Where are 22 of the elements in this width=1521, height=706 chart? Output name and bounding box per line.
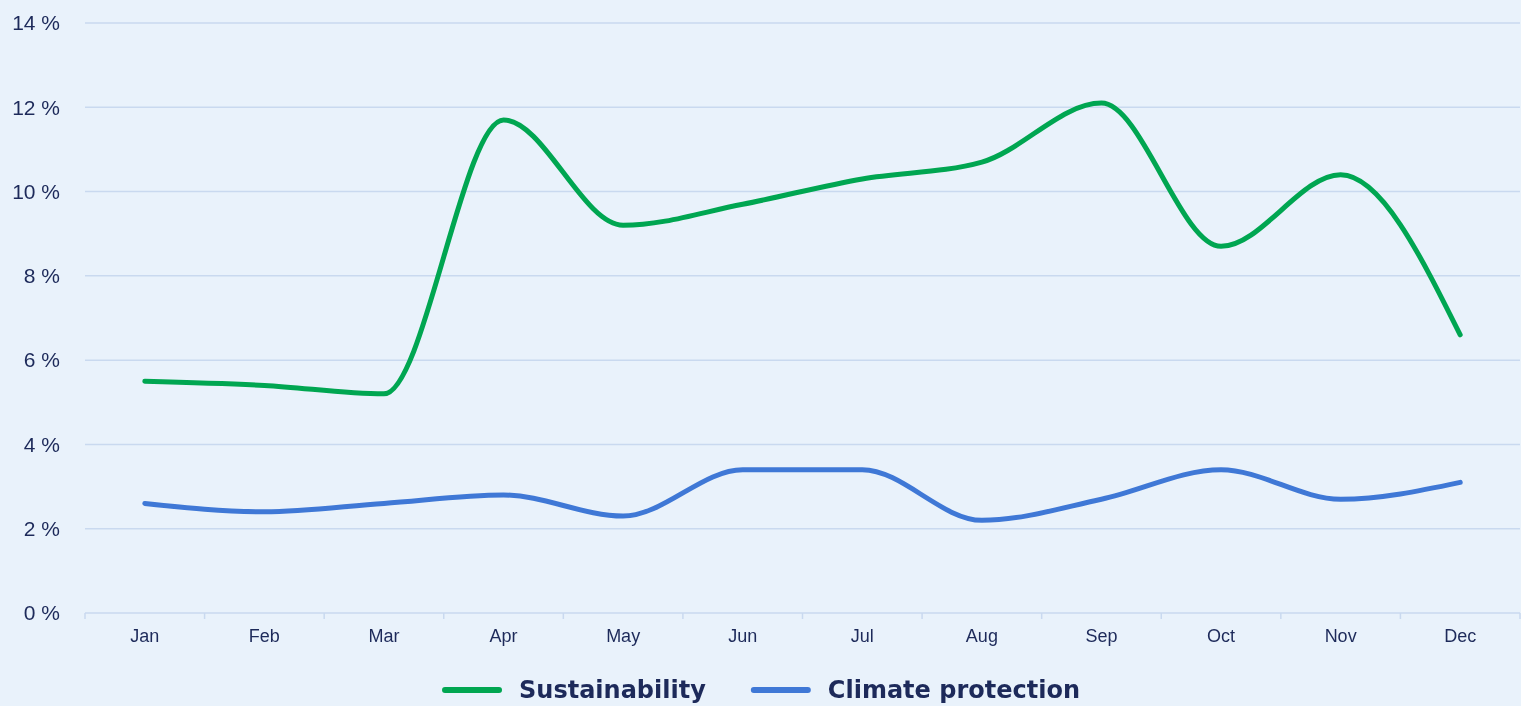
y-tick-label: 2 % — [23, 516, 60, 540]
x-tick-label: Oct — [1207, 626, 1236, 647]
x-tick-label: Sep — [1085, 626, 1118, 647]
x-tick-label: Aug — [965, 626, 998, 647]
x-tick-label: Nov — [1324, 626, 1357, 647]
y-tick-label: 6 % — [23, 348, 60, 372]
legend-label: Climate protection — [827, 676, 1080, 705]
x-tick-label: Jul — [850, 626, 874, 647]
x-tick-label: Feb — [248, 626, 280, 647]
x-tick-label: May — [606, 626, 641, 647]
y-tick-label: 12 % — [12, 95, 60, 119]
y-tick-label: 10 % — [12, 179, 60, 203]
y-tick-label: 4 % — [23, 432, 60, 456]
y-tick-label: 8 % — [23, 264, 60, 288]
x-tick-label: Apr — [489, 626, 518, 647]
x-tick-label: Jun — [728, 626, 758, 647]
x-tick-label: Dec — [1444, 626, 1477, 647]
legend-label: Sustainability — [519, 676, 707, 705]
x-tick-label: Mar — [368, 626, 400, 647]
y-tick-label: 0 % — [23, 601, 60, 625]
y-tick-label: 14 % — [12, 11, 60, 35]
x-tick-label: Jan — [130, 626, 160, 647]
